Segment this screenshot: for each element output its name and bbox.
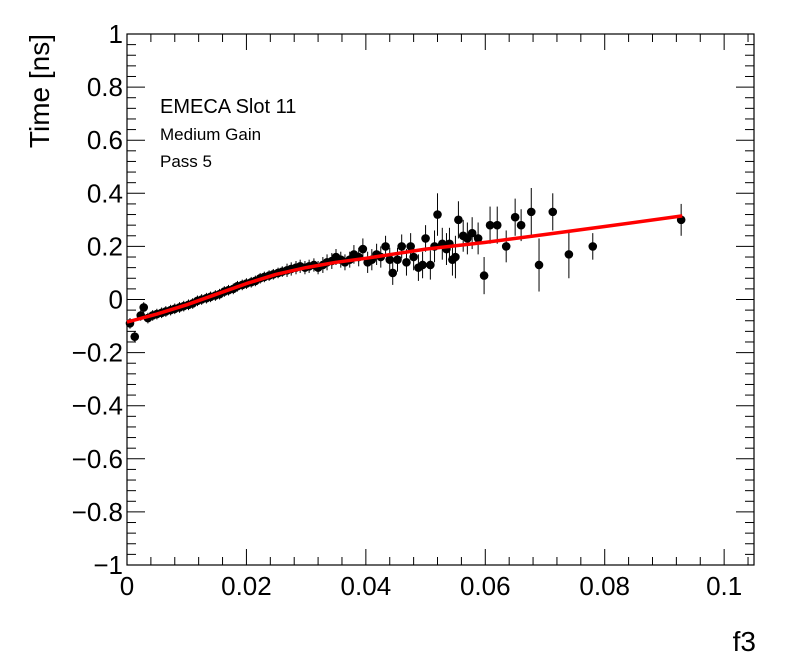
annotation-gain: Medium Gain	[160, 125, 261, 144]
data-point	[393, 255, 402, 264]
data-point	[406, 242, 415, 251]
y-tick-label: 0.2	[87, 231, 123, 261]
data-point	[358, 244, 368, 254]
annotation-pass: Pass 5	[160, 152, 212, 171]
data-point	[526, 207, 536, 217]
y-tick-labels: −1 −0.8 −0.6 −0.4 −0.2 0 0.2 0.4 0.6 0.8 1	[72, 19, 123, 580]
x-tick-label: 0	[120, 571, 134, 601]
data-point	[409, 252, 418, 262]
data-point	[388, 268, 398, 278]
x-axis-title: f3	[733, 626, 756, 657]
x-tick-label: 0.02	[221, 571, 272, 601]
y-tick-label: 0	[109, 285, 123, 315]
data-point	[479, 271, 489, 280]
y-tick-label: −0.6	[72, 444, 123, 474]
x-tick-label: 0.08	[579, 571, 630, 601]
data-point	[534, 260, 544, 270]
y-tick-label: −0.4	[72, 391, 123, 421]
data-point	[426, 260, 435, 270]
y-tick-label: −0.8	[72, 497, 123, 527]
y-axis-title: Time [ns]	[24, 34, 55, 148]
data-point	[564, 250, 574, 259]
data-point	[516, 220, 526, 230]
x-tick-labels: 0 0.02 0.04 0.06 0.08 0.1	[120, 571, 742, 601]
x-tick-label: 0.06	[460, 571, 511, 601]
data-point	[454, 215, 463, 225]
y-tick-label: −1	[93, 550, 123, 580]
data-point	[548, 207, 558, 217]
data-point	[418, 260, 427, 270]
fit-line	[126, 214, 683, 324]
annotation-detector: EMECA Slot 11	[160, 96, 296, 118]
y-tick-label: 0.8	[87, 72, 123, 102]
data-point	[385, 255, 395, 264]
data-point	[130, 332, 140, 341]
axis-ticks	[126, 33, 754, 566]
data-point	[421, 234, 430, 243]
data-point	[510, 212, 520, 222]
y-tick-label: 1	[109, 19, 123, 49]
data-point	[588, 242, 598, 251]
y-tick-label: −0.2	[72, 338, 123, 368]
data-point	[451, 252, 460, 262]
data-point	[381, 242, 390, 251]
data-point	[473, 234, 483, 243]
data-point	[397, 242, 406, 251]
x-tick-label: 0.1	[706, 571, 742, 601]
data-point	[139, 303, 149, 312]
data-point	[402, 258, 411, 267]
data-point	[467, 228, 477, 238]
x-tick-label: 0.04	[341, 571, 392, 601]
y-tick-label: 0.4	[87, 178, 123, 208]
data-point	[485, 220, 495, 230]
data-point	[492, 220, 502, 230]
data-point	[433, 210, 442, 219]
y-tick-label: 0.6	[87, 125, 123, 155]
data-point	[501, 242, 511, 251]
